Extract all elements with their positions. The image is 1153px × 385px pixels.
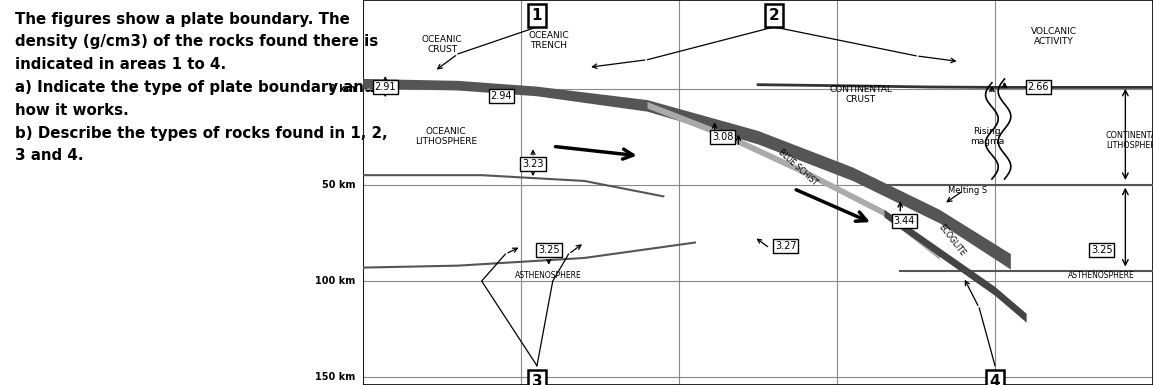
Text: 3.27: 3.27	[775, 241, 797, 251]
Polygon shape	[648, 102, 940, 260]
Text: Melting S: Melting S	[948, 186, 987, 195]
Text: 2.91: 2.91	[375, 82, 397, 92]
Text: OCEANIC
LITHOSPHERE: OCEANIC LITHOSPHERE	[415, 127, 477, 146]
Text: 0 km: 0 km	[329, 84, 355, 94]
Text: ASTHENOSPHERE: ASTHENOSPHERE	[1069, 271, 1135, 280]
Text: 2: 2	[769, 8, 779, 23]
Text: 150 km: 150 km	[315, 372, 355, 382]
Text: 2.66: 2.66	[1027, 82, 1049, 92]
Text: OCEANIC
TRENCH: OCEANIC TRENCH	[528, 31, 570, 50]
Text: 4: 4	[989, 374, 1001, 385]
Text: VOLCANIC
ACTIVITY: VOLCANIC ACTIVITY	[1031, 27, 1077, 46]
Polygon shape	[884, 210, 1026, 323]
Text: 3.23: 3.23	[522, 159, 544, 169]
Text: CONTINENTAL
CRUST: CONTINENTAL CRUST	[829, 85, 892, 104]
Text: 2.94: 2.94	[491, 91, 512, 101]
Text: 3.44: 3.44	[894, 216, 914, 226]
Text: 1: 1	[532, 8, 542, 23]
Text: CONTINENTAL
LITHOSPHERE: CONTINENTAL LITHOSPHERE	[1106, 131, 1153, 150]
Text: 3: 3	[532, 374, 542, 385]
Text: 3.25: 3.25	[1091, 245, 1113, 255]
Text: 50 km: 50 km	[322, 180, 355, 190]
Text: 3.25: 3.25	[538, 245, 559, 255]
Text: ECOGLITE: ECOGLITE	[936, 223, 966, 258]
Text: ASTHENOSPHERE: ASTHENOSPHERE	[515, 271, 582, 280]
Text: BLUE SCHIST: BLUE SCHIST	[776, 148, 819, 187]
Text: 100 km: 100 km	[315, 276, 355, 286]
Text: OCEANIC
CRUST: OCEANIC CRUST	[422, 35, 462, 54]
Text: 3.08: 3.08	[711, 132, 733, 142]
Text: Rising
magma: Rising magma	[970, 127, 1004, 146]
Text: The figures show a plate boundary. The
density (g/cm3) of the rocks found there : The figures show a plate boundary. The d…	[15, 12, 387, 163]
Polygon shape	[363, 79, 1011, 270]
